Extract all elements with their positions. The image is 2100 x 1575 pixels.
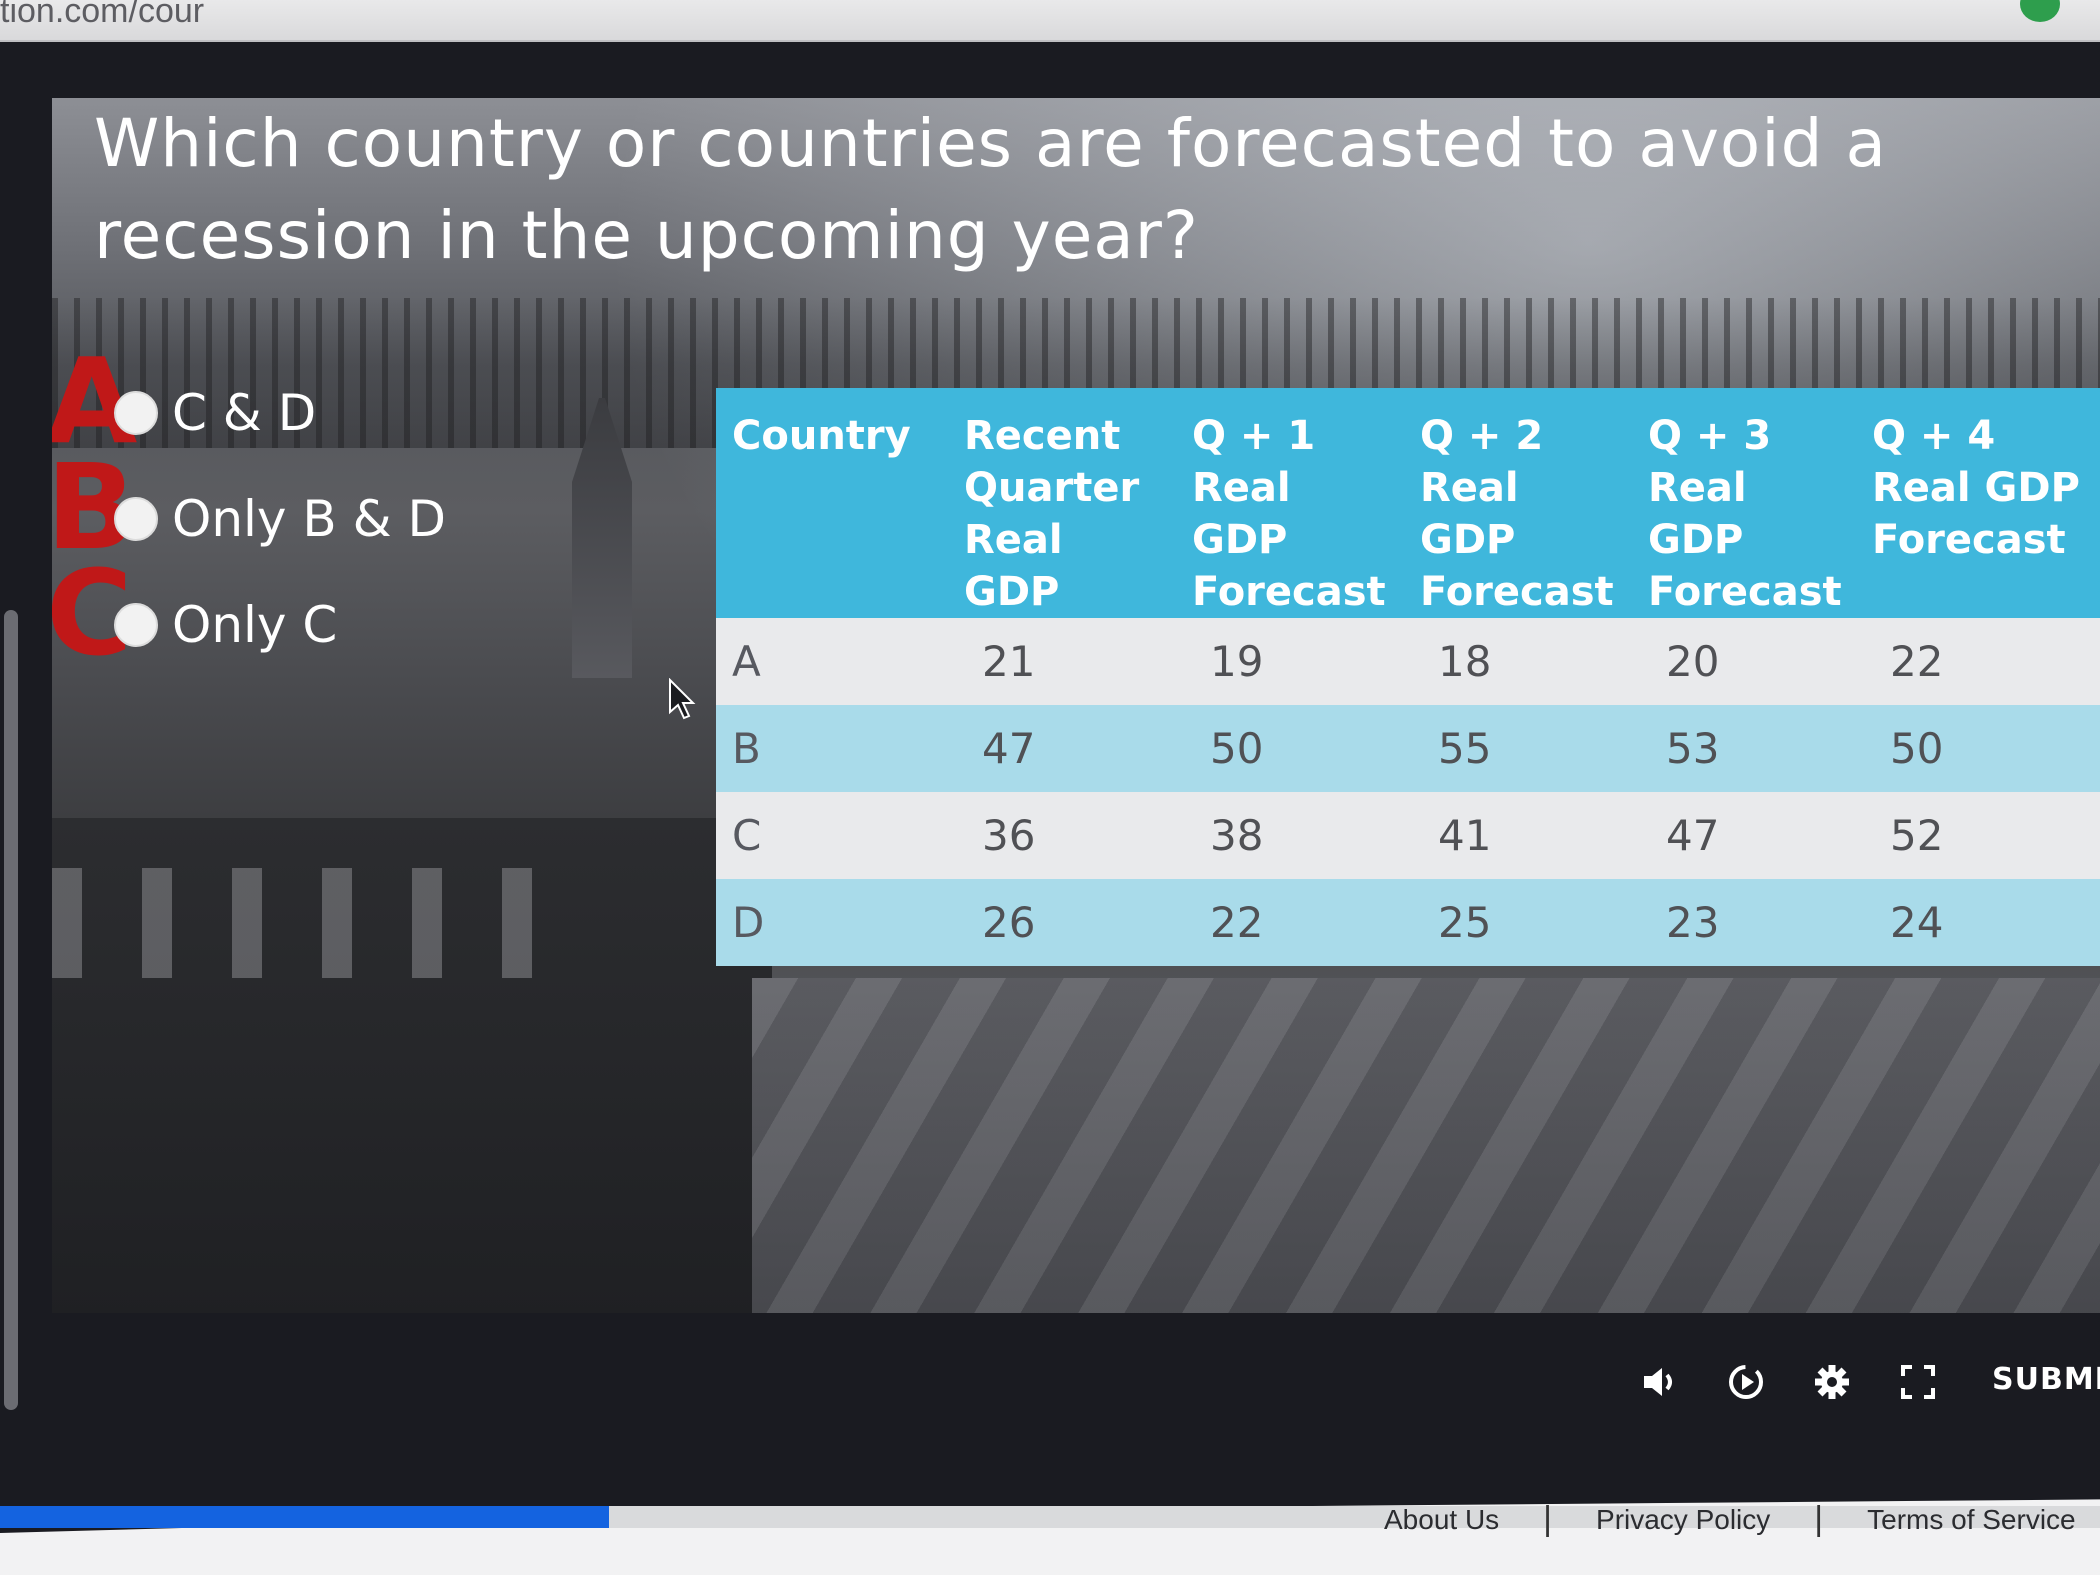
fullscreen-icon[interactable] [1898, 1362, 1938, 1402]
background-lake [52, 818, 772, 1313]
radio-button[interactable] [114, 391, 158, 435]
cell-country: B [716, 705, 948, 792]
cell-value: 50 [1856, 705, 2100, 792]
question-text: Which country or countries are forecaste… [94, 98, 1894, 282]
cell-value: 52 [1856, 792, 2100, 879]
cell-value: 26 [948, 879, 1176, 966]
choice-label: C & D [172, 384, 317, 442]
cell-value: 19 [1176, 618, 1404, 705]
radio-button[interactable] [114, 603, 158, 647]
cell-value: 22 [1856, 618, 2100, 705]
question-line-1: Which country or countries are forecaste… [94, 105, 1887, 182]
cell-value: 24 [1856, 879, 2100, 966]
footer-links: About Us | Privacy Policy | Terms of Ser… [1384, 1500, 2076, 1539]
answer-choices: C & D Only B & D Only C [114, 360, 446, 678]
table-header-row: Country Recent Quarter Real GDP Q + 1 Real … [716, 388, 2100, 618]
cell-value: 47 [948, 705, 1176, 792]
profile-avatar-icon[interactable] [2020, 0, 2060, 22]
footer-divider: | [1814, 1500, 1824, 1538]
choice-label: Only B & D [172, 490, 446, 548]
background-rooftops [752, 978, 2100, 1313]
cell-country: D [716, 879, 948, 966]
header-q4: Q + 4 Real GDP Forecast [1856, 388, 2100, 618]
radio-button[interactable] [114, 497, 158, 541]
cell-value: 20 [1632, 618, 1856, 705]
about-us-link[interactable]: About Us [1384, 1503, 1500, 1535]
cell-value: 22 [1176, 879, 1404, 966]
cell-value: 25 [1404, 879, 1632, 966]
cell-country: C [716, 792, 948, 879]
progress-bar [0, 1506, 2100, 1528]
cell-country: A [716, 618, 948, 705]
question-slide: Which country or countries are forecaste… [52, 98, 2100, 1313]
cell-value: 47 [1632, 792, 1856, 879]
header-q2: Q + 2 Real GDP Forecast [1404, 388, 1632, 618]
browser-toolbar: tion.com/cour [0, 0, 2100, 42]
background-boats [52, 868, 532, 978]
cell-value: 38 [1176, 792, 1404, 879]
cell-value: 36 [948, 792, 1176, 879]
choice-label: Only C [172, 596, 338, 654]
cell-value: 21 [948, 618, 1176, 705]
privacy-policy-link[interactable]: Privacy Policy [1596, 1503, 1771, 1535]
cell-value: 50 [1176, 705, 1404, 792]
header-country: Country [716, 388, 948, 618]
address-bar-url[interactable]: tion.com/cour [0, 0, 205, 30]
choice-a[interactable]: C & D [114, 360, 446, 466]
question-line-2: recession in the upcoming year? [94, 197, 1199, 274]
table-row: A 21 19 18 20 22 [716, 618, 2100, 705]
submit-button[interactable]: SUBMIT [1992, 1362, 2100, 1397]
cell-value: 23 [1632, 879, 1856, 966]
terms-of-service-link[interactable]: Terms of Service [1867, 1503, 2076, 1535]
cell-value: 18 [1404, 618, 1632, 705]
settings-gear-icon[interactable] [1812, 1362, 1852, 1402]
header-q1: Q + 1 Real GDP Forecast [1176, 388, 1404, 618]
gdp-table: Country Recent Quarter Real GDP Q + 1 Real … [716, 388, 2100, 966]
choice-c[interactable]: Only C [114, 572, 446, 678]
footer-divider: | [1543, 1500, 1553, 1538]
volume-icon[interactable] [1640, 1362, 1680, 1402]
table-row: C 36 38 41 47 52 [716, 792, 2100, 879]
cell-value: 55 [1404, 705, 1632, 792]
mouse-pointer-icon [669, 678, 696, 720]
playback-speed-icon[interactable] [1726, 1362, 1766, 1402]
page-scrollbar[interactable] [4, 610, 18, 1410]
choice-b[interactable]: Only B & D [114, 466, 446, 572]
table-row: D 26 22 25 23 24 [716, 879, 2100, 966]
player-controls [1640, 1362, 1938, 1402]
table-row: B 47 50 55 53 50 [716, 705, 2100, 792]
header-recent-quarter: Recent Quarter Real GDP [948, 388, 1176, 618]
progress-fill [0, 1506, 609, 1528]
header-q3: Q + 3 Real GDP Forecast [1632, 388, 1856, 618]
cell-value: 53 [1632, 705, 1856, 792]
cell-value: 41 [1404, 792, 1632, 879]
